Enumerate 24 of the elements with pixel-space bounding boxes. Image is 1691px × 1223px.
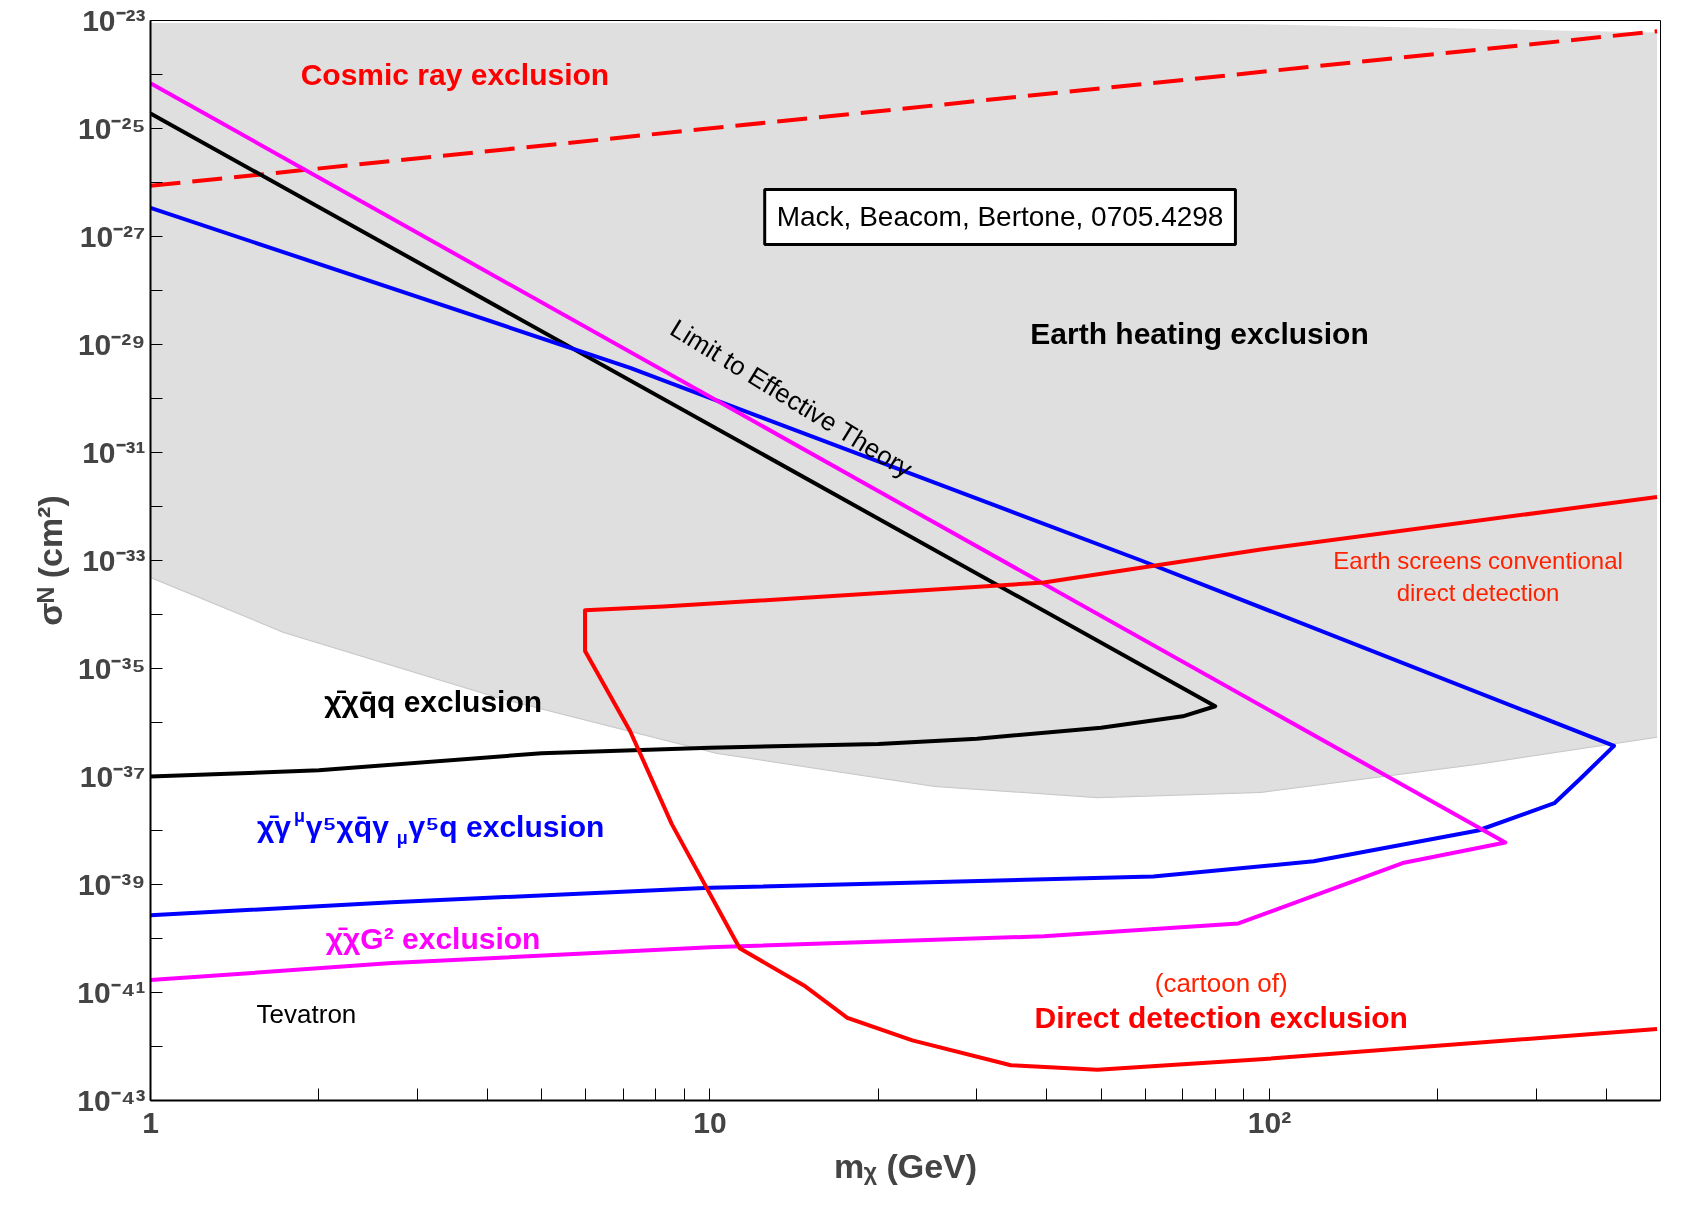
annotation: χ̄χq̄q exclusion <box>324 684 543 718</box>
y-tick-label: 10⁻²⁵ <box>78 112 146 145</box>
annotation: (cartoon of) <box>1154 967 1288 998</box>
y-tick-label: 10⁻³⁷ <box>79 760 146 793</box>
annotation: Earth screens conventional direct detection <box>1333 547 1623 607</box>
y-tick-label: 10⁻⁴¹ <box>77 976 146 1009</box>
y-axis-title: σᴺ (cm²) <box>31 495 70 626</box>
x-tick-label: 10² <box>1247 1105 1292 1139</box>
y-tick-label: 10⁻³¹ <box>82 436 146 469</box>
x-axis-title: mᵪ (GeV) <box>833 1146 978 1185</box>
annotation: Tevatron <box>256 998 357 1029</box>
x-tick-label: 10 <box>693 1105 727 1139</box>
annotation: Direct detection exclusion <box>1034 1000 1408 1034</box>
y-tick-label: 10⁻²⁹ <box>77 328 146 361</box>
annotation: Mack, Beacom, Bertone, 0705.4298 <box>776 201 1224 233</box>
annotation: Cosmic ray exclusion <box>300 58 610 91</box>
y-tick-label: 10⁻²⁷ <box>79 220 146 253</box>
annotation: Earth heating exclusion <box>1030 316 1369 350</box>
y-tick-label: 10⁻²³ <box>82 4 146 37</box>
x-tick-label: 1 <box>142 1105 159 1139</box>
y-tick-label: 10⁻³⁵ <box>78 652 146 685</box>
annotation: χ̄χG² exclusion <box>325 922 541 955</box>
y-tick-label: 10⁻³³ <box>82 544 146 577</box>
y-tick-label: 10⁻³⁹ <box>77 868 146 901</box>
